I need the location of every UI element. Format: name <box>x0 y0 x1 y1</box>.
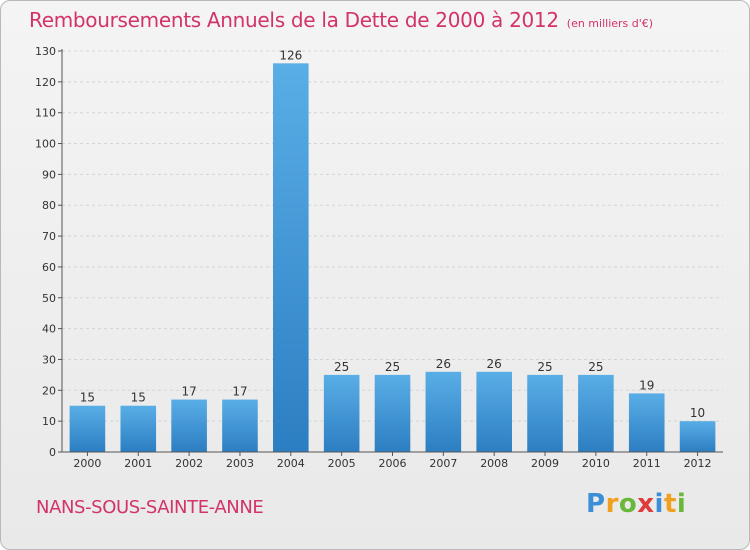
bar-2004 <box>273 63 309 452</box>
bar-2007 <box>425 371 462 452</box>
bar-2003 <box>222 399 258 452</box>
logo-letter: x <box>637 489 655 519</box>
x-tick-label: 2002 <box>175 457 203 470</box>
logo-letter: i <box>676 489 687 519</box>
bar-value-label: 10 <box>690 406 705 420</box>
logo-letter: t <box>663 489 677 519</box>
y-tick-label: 120 <box>35 76 56 89</box>
bar-2008 <box>476 371 512 452</box>
y-tick-label: 100 <box>35 138 56 151</box>
chart-title-text: Remboursements Annuels de la Dette de 20… <box>29 8 559 32</box>
bar-2009 <box>527 374 563 452</box>
bar-value-label: 25 <box>334 360 349 374</box>
bar-2002 <box>171 399 207 452</box>
x-tick-label: 2009 <box>531 457 559 470</box>
x-tick-label: 2000 <box>73 457 101 470</box>
bar-value-label: 25 <box>385 360 400 374</box>
bar-value-label: 17 <box>181 385 196 399</box>
x-tick-label: 2003 <box>226 457 254 470</box>
x-tick-label: 2005 <box>328 457 356 470</box>
bar-value-label: 19 <box>639 378 654 392</box>
y-tick-label: 50 <box>42 292 56 305</box>
logo-letter: P <box>586 489 606 519</box>
bar-2005 <box>323 374 360 452</box>
y-tick-label: 130 <box>35 45 56 58</box>
y-tick-label: 10 <box>42 415 56 428</box>
bar-value-label: 25 <box>537 360 552 374</box>
bar-value-label: 25 <box>588 360 603 374</box>
x-tick-label: 2007 <box>429 457 457 470</box>
logo-letter: o <box>618 489 638 519</box>
y-tick-label: 40 <box>42 323 56 336</box>
x-tick-label: 2010 <box>582 457 610 470</box>
x-tick-label: 2012 <box>684 457 712 470</box>
x-tick-label: 2006 <box>379 457 407 470</box>
y-tick-label: 110 <box>35 107 56 120</box>
y-tick-label: 30 <box>42 353 56 366</box>
proxiti-logo: Proxiti <box>586 489 686 519</box>
y-tick-label: 0 <box>49 446 56 459</box>
bar-2011 <box>628 393 665 452</box>
bar-2001 <box>120 405 157 452</box>
x-tick-label: 2004 <box>277 457 305 470</box>
bar-value-label: 15 <box>80 391 95 405</box>
bar-2006 <box>374 374 411 452</box>
bar-2000 <box>69 405 106 452</box>
bar-value-label: 26 <box>487 357 502 371</box>
y-tick-label: 70 <box>42 230 56 243</box>
logo-letter: r <box>605 489 619 519</box>
bar-value-label: 26 <box>436 357 451 371</box>
bar-value-label: 17 <box>232 385 247 399</box>
chart-unit-note: (en milliers d'€) <box>566 17 654 30</box>
commune-name: NANS-SOUS-SAINTE-ANNE <box>36 497 264 518</box>
x-tick-label: 2011 <box>633 457 661 470</box>
x-tick-label: 2008 <box>480 457 508 470</box>
x-tick-label: 2001 <box>124 457 152 470</box>
bar-value-label: 15 <box>131 391 146 405</box>
chart-title: Remboursements Annuels de la Dette de 20… <box>29 8 653 32</box>
y-tick-label: 60 <box>42 261 56 274</box>
bar-2010 <box>578 374 614 452</box>
bar-value-label: 126 <box>279 48 302 62</box>
y-tick-label: 80 <box>42 199 56 212</box>
y-tick-label: 20 <box>42 384 56 397</box>
bar-2012 <box>679 421 716 452</box>
logo-letter: i <box>654 489 664 519</box>
y-tick-label: 90 <box>42 168 56 181</box>
